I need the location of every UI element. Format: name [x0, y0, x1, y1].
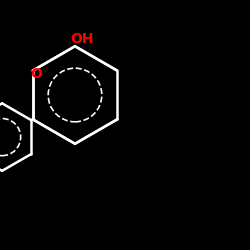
Text: O: O [30, 67, 42, 81]
Text: OH: OH [71, 32, 94, 46]
